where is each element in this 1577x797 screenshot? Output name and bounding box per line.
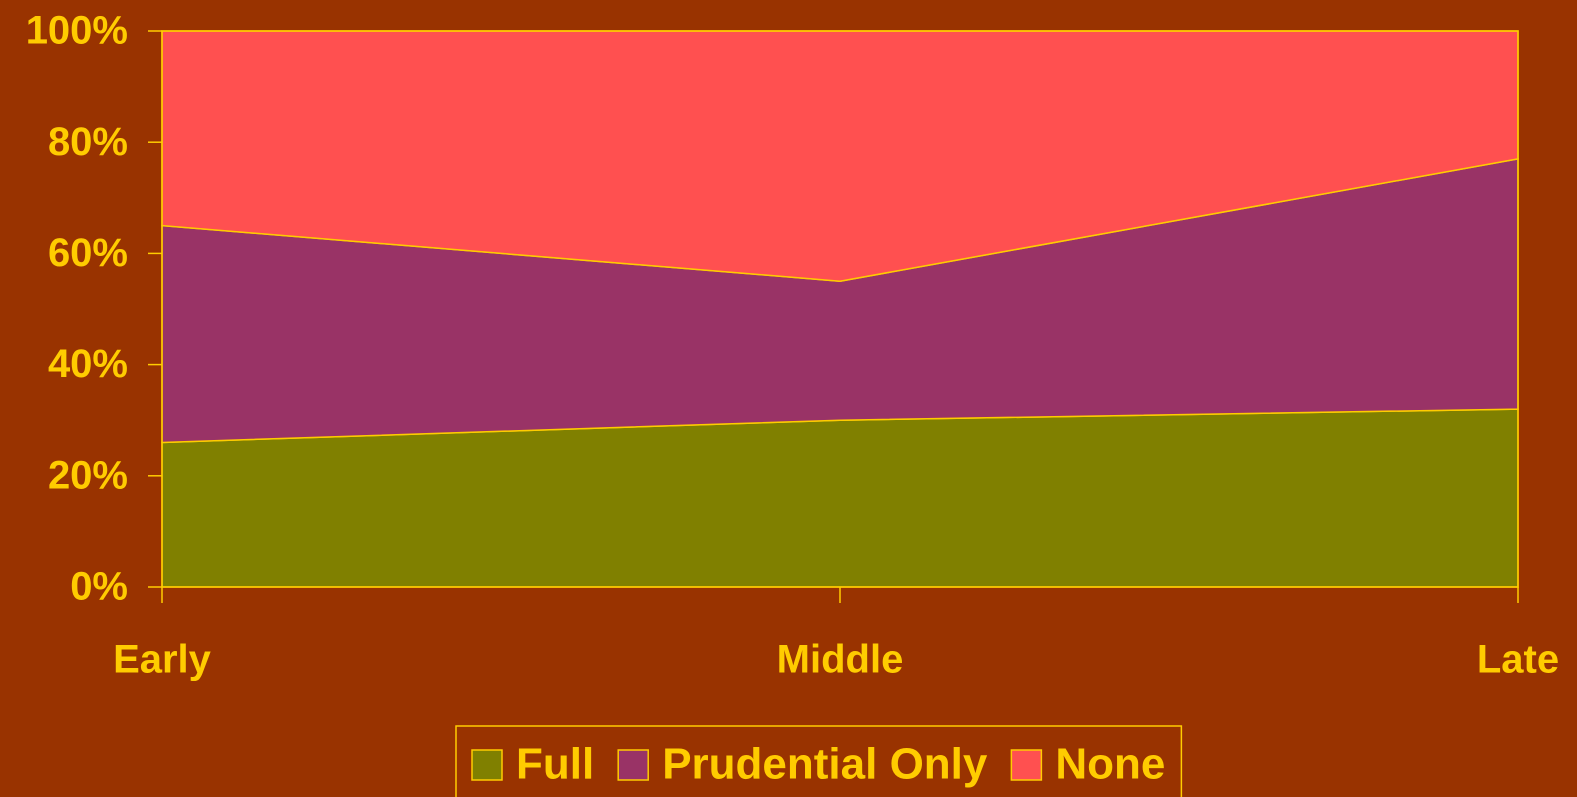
legend-label: None: [1055, 740, 1165, 789]
y-tick-label: 0%: [70, 565, 128, 609]
x-tick-label: Middle: [777, 638, 904, 682]
legend-label: Prudential Only: [662, 740, 988, 789]
y-tick-label: 20%: [48, 453, 128, 497]
x-tick-label: Early: [113, 638, 212, 682]
x-tick-label: Late: [1477, 638, 1559, 682]
legend-swatch: [471, 749, 503, 781]
legend-label: Full: [516, 740, 594, 789]
legend-swatch: [617, 749, 649, 781]
legend-box: [455, 725, 1183, 797]
y-tick-label: 40%: [48, 342, 128, 386]
y-tick-label: 60%: [48, 231, 128, 275]
y-tick-label: 100%: [26, 9, 128, 53]
y-tick-label: 80%: [48, 120, 128, 164]
legend-swatch: [1010, 749, 1043, 781]
legend: Full Prudential Only None: [455, 725, 1183, 797]
